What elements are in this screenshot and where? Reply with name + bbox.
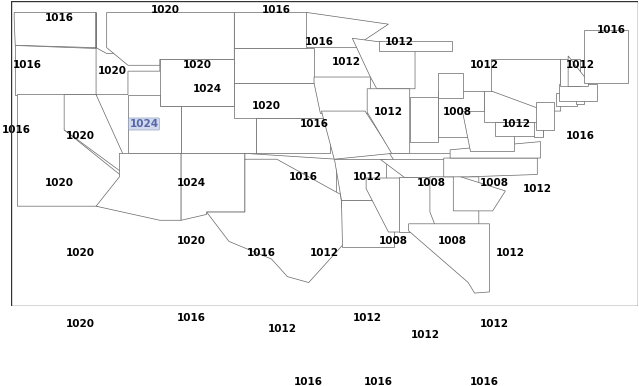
Polygon shape — [64, 95, 128, 177]
Polygon shape — [96, 12, 160, 95]
Text: 1016: 1016 — [566, 131, 594, 141]
Polygon shape — [410, 97, 438, 142]
Text: 1012: 1012 — [497, 248, 525, 258]
Text: 1012: 1012 — [523, 184, 552, 193]
Polygon shape — [536, 102, 554, 130]
Polygon shape — [181, 107, 256, 153]
Polygon shape — [307, 12, 389, 47]
Text: 1008: 1008 — [438, 236, 466, 246]
Text: 1020: 1020 — [66, 318, 95, 328]
Text: 1012: 1012 — [566, 60, 594, 70]
Text: 1008: 1008 — [417, 178, 445, 188]
Text: 1016: 1016 — [44, 13, 73, 23]
Polygon shape — [534, 118, 543, 137]
Polygon shape — [256, 118, 330, 153]
Polygon shape — [379, 41, 452, 51]
Text: 1016: 1016 — [294, 378, 323, 386]
Polygon shape — [181, 153, 245, 220]
Text: 1024: 1024 — [129, 119, 158, 129]
Text: 1020: 1020 — [66, 248, 95, 258]
Polygon shape — [235, 47, 314, 83]
Text: 1016: 1016 — [247, 248, 275, 258]
Polygon shape — [399, 177, 436, 232]
Text: 1020: 1020 — [252, 102, 281, 112]
Text: 1012: 1012 — [385, 37, 413, 47]
Text: 1016: 1016 — [12, 60, 42, 70]
Text: 1008: 1008 — [380, 236, 408, 246]
Text: 1020: 1020 — [44, 178, 73, 188]
Text: 1008: 1008 — [481, 178, 509, 188]
Text: 1016: 1016 — [289, 172, 318, 182]
Polygon shape — [352, 38, 415, 89]
Text: 1016: 1016 — [177, 313, 206, 323]
Text: 1012: 1012 — [502, 119, 530, 129]
Text: 1024: 1024 — [193, 84, 222, 94]
Text: 1016: 1016 — [2, 125, 31, 135]
Text: 1024: 1024 — [177, 178, 206, 188]
Polygon shape — [491, 59, 560, 111]
Polygon shape — [17, 95, 127, 206]
Polygon shape — [367, 89, 410, 153]
Polygon shape — [576, 95, 584, 104]
Text: 1008: 1008 — [443, 107, 472, 117]
Text: 1016: 1016 — [470, 378, 498, 386]
Polygon shape — [495, 122, 543, 136]
Polygon shape — [314, 77, 371, 113]
Polygon shape — [235, 83, 327, 118]
Text: 1020: 1020 — [98, 66, 127, 76]
Polygon shape — [321, 111, 393, 159]
Polygon shape — [558, 84, 597, 100]
Polygon shape — [430, 177, 479, 231]
Polygon shape — [443, 158, 537, 177]
Polygon shape — [366, 178, 400, 232]
Text: 1020: 1020 — [183, 60, 212, 70]
Text: 1012: 1012 — [411, 330, 440, 340]
Text: 1012: 1012 — [353, 313, 381, 323]
Text: 1016: 1016 — [300, 119, 328, 129]
Polygon shape — [14, 12, 96, 47]
Polygon shape — [235, 12, 307, 47]
Text: 1020: 1020 — [151, 5, 180, 15]
Polygon shape — [450, 142, 541, 158]
Text: 1012: 1012 — [268, 325, 296, 335]
Polygon shape — [453, 174, 505, 211]
Text: 1020: 1020 — [66, 131, 95, 141]
Polygon shape — [15, 45, 96, 95]
Polygon shape — [462, 111, 514, 151]
Polygon shape — [245, 153, 336, 193]
Polygon shape — [107, 12, 235, 65]
Text: 1012: 1012 — [374, 107, 403, 117]
Polygon shape — [128, 95, 181, 153]
Text: 1012: 1012 — [481, 318, 509, 328]
Polygon shape — [206, 159, 346, 283]
Polygon shape — [438, 73, 463, 98]
Polygon shape — [341, 200, 394, 247]
Polygon shape — [568, 56, 589, 86]
Polygon shape — [409, 224, 489, 293]
Polygon shape — [438, 91, 484, 137]
Text: 1012: 1012 — [353, 172, 381, 182]
Polygon shape — [484, 91, 546, 122]
Text: 1016: 1016 — [364, 378, 392, 386]
Text: 1012: 1012 — [310, 248, 339, 258]
Text: 1016: 1016 — [597, 25, 626, 35]
Text: 1016: 1016 — [305, 37, 334, 47]
Polygon shape — [160, 59, 235, 107]
Polygon shape — [560, 59, 580, 86]
Polygon shape — [96, 153, 181, 220]
Text: 1020: 1020 — [177, 236, 206, 246]
Text: 1012: 1012 — [470, 60, 498, 70]
Polygon shape — [584, 30, 627, 83]
Text: 1016: 1016 — [262, 5, 291, 15]
Text: 1012: 1012 — [332, 57, 360, 67]
Polygon shape — [334, 159, 387, 200]
Polygon shape — [380, 159, 472, 177]
Polygon shape — [390, 153, 469, 177]
Polygon shape — [557, 93, 576, 107]
